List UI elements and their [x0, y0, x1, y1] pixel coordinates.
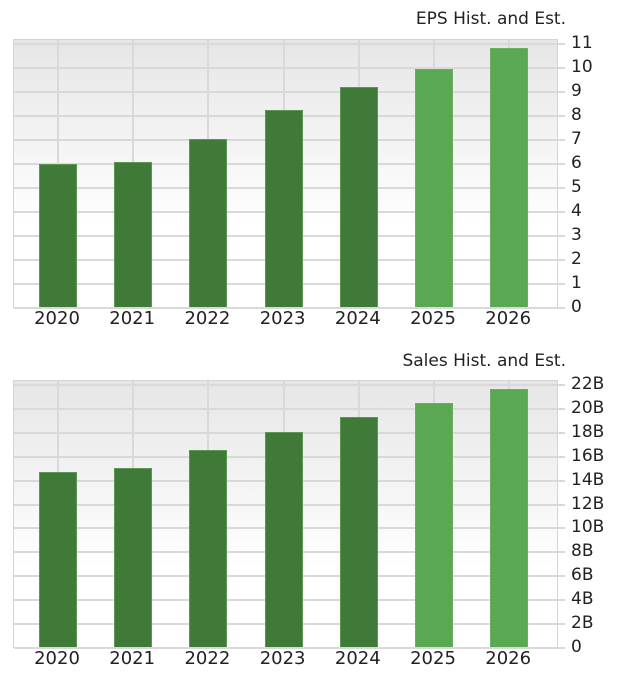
- plot-area: [13, 39, 565, 309]
- y-tick-label: 2B: [571, 613, 594, 634]
- y-tick-label: 14B: [571, 469, 605, 490]
- y-tick-label: 4: [571, 201, 582, 221]
- gridline-horizontal: [14, 91, 565, 93]
- bar-2026-estimate[interactable]: [490, 388, 529, 647]
- x-tick-label: 2025: [410, 648, 456, 669]
- y-tick-label: 5: [571, 177, 582, 197]
- bar-2021-historical[interactable]: [114, 467, 153, 647]
- x-tick-label: 2020: [34, 648, 80, 669]
- bar-2025-estimate[interactable]: [415, 403, 453, 647]
- y-tick-label: 11: [571, 33, 593, 53]
- x-tick-label: 2020: [34, 308, 80, 329]
- x-tick-label: 2024: [334, 648, 381, 669]
- bar-2023-historical[interactable]: [264, 432, 303, 647]
- y-tick-label: 7: [571, 129, 582, 149]
- y-tick-label: 22B: [571, 374, 605, 394]
- bar-2026-estimate[interactable]: [490, 47, 529, 307]
- y-tick-label: 18B: [571, 421, 605, 442]
- bar-2024-historical[interactable]: [339, 87, 378, 307]
- x-tick-label: 2024: [334, 308, 381, 329]
- bar-2022-historical[interactable]: [189, 450, 228, 647]
- y-tick-label: 6B: [571, 565, 594, 586]
- bar-2020-historical[interactable]: [39, 164, 77, 307]
- y-tick-label: 1: [571, 273, 582, 293]
- y-tick-label: 4B: [571, 589, 594, 610]
- plot-area: [13, 380, 565, 649]
- y-tick-label: 10: [571, 57, 593, 77]
- y-tick-label: 10B: [571, 517, 605, 538]
- sales-chart-title: Sales Hist. and Est.: [402, 351, 566, 371]
- bar-2021-historical[interactable]: [114, 161, 153, 307]
- bar-2025-estimate[interactable]: [415, 69, 453, 307]
- gridline-horizontal: [14, 647, 565, 649]
- x-tick-label: 2023: [259, 308, 306, 329]
- y-tick-label: 2: [571, 249, 582, 269]
- x-tick-label: 2026: [485, 308, 532, 329]
- gridline-horizontal: [14, 307, 565, 309]
- y-tick-label: 0: [571, 637, 582, 657]
- gridline-horizontal: [14, 43, 565, 45]
- x-tick-label: 2023: [259, 648, 306, 669]
- y-tick-label: 8: [571, 105, 582, 125]
- eps-chart-title: EPS Hist. and Est.: [415, 9, 566, 29]
- x-tick-label: 2022: [184, 648, 231, 669]
- y-tick-label: 8B: [571, 541, 594, 562]
- x-tick-label: 2026: [485, 648, 532, 669]
- y-tick-label: 0: [571, 297, 582, 317]
- gridline-horizontal: [14, 67, 565, 69]
- x-tick-label: 2022: [184, 308, 231, 329]
- y-tick-label: 6: [571, 153, 582, 173]
- x-tick-label: 2021: [109, 308, 156, 329]
- gridline-horizontal: [14, 384, 565, 386]
- y-tick-label: 9: [571, 81, 582, 101]
- x-tick-label: 2025: [410, 308, 456, 329]
- gridline-horizontal: [14, 407, 565, 410]
- bar-2022-historical[interactable]: [189, 139, 228, 307]
- y-tick-label: 12B: [571, 493, 605, 514]
- bar-2024-historical[interactable]: [339, 417, 378, 647]
- bar-2023-historical[interactable]: [264, 110, 303, 307]
- y-tick-label: 20B: [571, 397, 605, 418]
- y-tick-label: 3: [571, 225, 582, 245]
- bar-2020-historical[interactable]: [39, 472, 77, 647]
- eps-chart: EPS Hist. and Est. 0 1 2 3 4 5 6 7 8 9 10 11 2020 202…: [13, 9, 593, 329]
- x-tick-label: 2021: [109, 648, 156, 669]
- y-tick-label: 16B: [571, 445, 605, 466]
